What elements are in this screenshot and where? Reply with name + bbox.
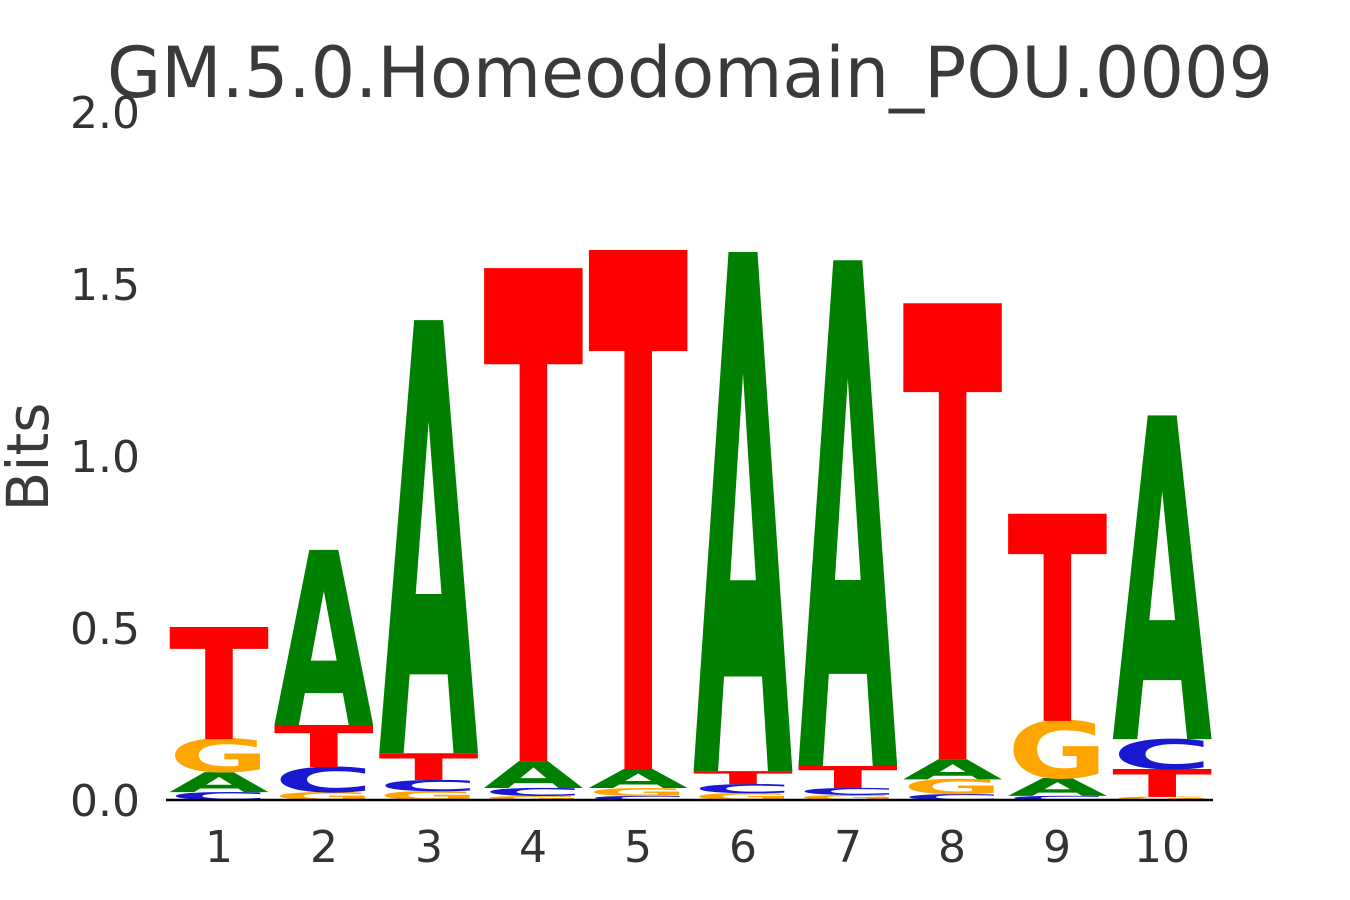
svg-text:A: A [903,754,1003,786]
y-tick-1-0: 1.0 [70,432,140,483]
svg-text:C: C [1112,731,1212,779]
svg-text:T: T [1112,762,1213,806]
svg-text:A: A [588,764,689,794]
svg-text:C: C [483,786,583,799]
logo-letter-G-pos4: G [483,795,583,802]
svg-text:C: C [693,782,793,796]
logo-letter-T-pos6: T [693,767,793,788]
x-tick-3: 3 [415,822,443,873]
svg-text:T: T [798,760,898,795]
logo-letter-A-pos1: A [169,767,269,799]
svg-text:G: G [588,786,688,799]
svg-text:A: A [169,767,269,799]
logo-letter-G-pos1: G [169,731,269,784]
y-tick-0-5: 0.5 [70,604,140,655]
logo-letter-T-pos5: T [588,108,689,900]
logo-letter-A-pos10: A [1112,327,1213,844]
logo-letter-C-pos3: C [379,777,479,795]
x-tick-5: 5 [624,822,652,873]
logo-letter-C-pos9: C [1007,795,1107,802]
y-axis-label: Bits [0,403,62,512]
svg-text:A: A [798,122,899,900]
svg-text:T: T [274,714,375,781]
logo-letter-C-pos10: C [1112,731,1212,779]
logo-letter-C-pos8: C [903,793,1003,802]
logo-letter-A-pos3: A [379,204,480,894]
x-tick-1: 1 [205,822,233,873]
logo-letter-A-pos8: A [903,754,1003,786]
logo-letter-C-pos7: C [798,786,898,797]
logo-letter-A-pos5: A [588,764,689,794]
logo-letter-C-pos4: C [483,786,583,799]
logo-letter-T-pos10: T [1112,762,1213,806]
svg-text:C: C [798,786,898,797]
x-tick-7: 7 [834,822,862,873]
svg-text:A: A [693,110,794,900]
svg-text:T: T [903,178,1004,900]
x-tick-9: 9 [1043,822,1071,873]
svg-text:A: A [274,503,374,782]
logo-letter-C-pos5: C [588,795,688,802]
logo-letter-C-pos2: C [274,760,374,800]
svg-text:T: T [483,133,584,900]
logo-letter-C-pos6: C [693,782,793,796]
svg-text:C: C [588,795,688,802]
svg-text:T: T [588,108,689,900]
logo-letter-A-pos6: A [693,110,794,900]
x-tick-10: 10 [1134,822,1190,873]
svg-text:A: A [483,754,583,797]
svg-text:G: G [483,795,583,802]
logo-letter-T-pos3: T [379,746,479,789]
logo-letter-T-pos8: T [903,178,1004,900]
svg-text:G: G [693,791,793,802]
logo-letter-A-pos4: A [483,754,583,797]
svg-text:G: G [798,793,898,801]
logo-letter-A-pos7: A [798,122,899,900]
svg-text:G: G [1112,796,1212,801]
logo-letter-G-pos6: G [693,791,793,802]
logo-letter-T-pos9: T [1007,458,1107,789]
logo-letter-G-pos9: G [1007,706,1107,797]
svg-text:C: C [1007,795,1107,802]
logo-letter-G-pos5: G [588,786,688,799]
x-tick-4: 4 [519,822,547,873]
svg-text:C: C [379,777,479,795]
svg-text:G: G [903,776,1003,800]
y-tick-1-5: 1.5 [70,260,140,311]
logo-letter-A-pos9: A [1007,773,1107,802]
logo-letter-T-pos7: T [798,760,898,795]
svg-text:T: T [169,597,269,776]
logo-letter-G-pos10: G [1112,796,1212,801]
x-tick-2: 2 [310,822,338,873]
svg-text:A: A [1112,327,1213,844]
svg-text:C: C [274,760,374,800]
svg-text:T: T [379,746,479,789]
logo-letter-G-pos8: G [903,776,1003,800]
y-tick-2-0: 2.0 [70,88,140,139]
y-tick-0-0: 0.0 [70,776,140,827]
logo-letter-A-pos2: A [274,503,374,782]
svg-text:A: A [379,204,480,894]
svg-text:T: T [1007,458,1107,789]
svg-text:A: A [1007,773,1107,802]
logo-letter-T-pos4: T [483,133,584,900]
svg-text:G: G [1007,706,1107,797]
chart-title: GM.5.0.Homeodomain_POU.0009 [107,32,1273,114]
logo-letter-G-pos7: G [798,793,898,801]
logo-letter-T-pos2: T [274,714,375,781]
svg-text:C: C [903,793,1003,802]
x-tick-6: 6 [729,822,757,873]
logo-letter-T-pos1: T [169,597,269,776]
x-tick-8: 8 [938,822,966,873]
svg-text:G: G [169,731,269,784]
svg-text:T: T [693,767,793,788]
